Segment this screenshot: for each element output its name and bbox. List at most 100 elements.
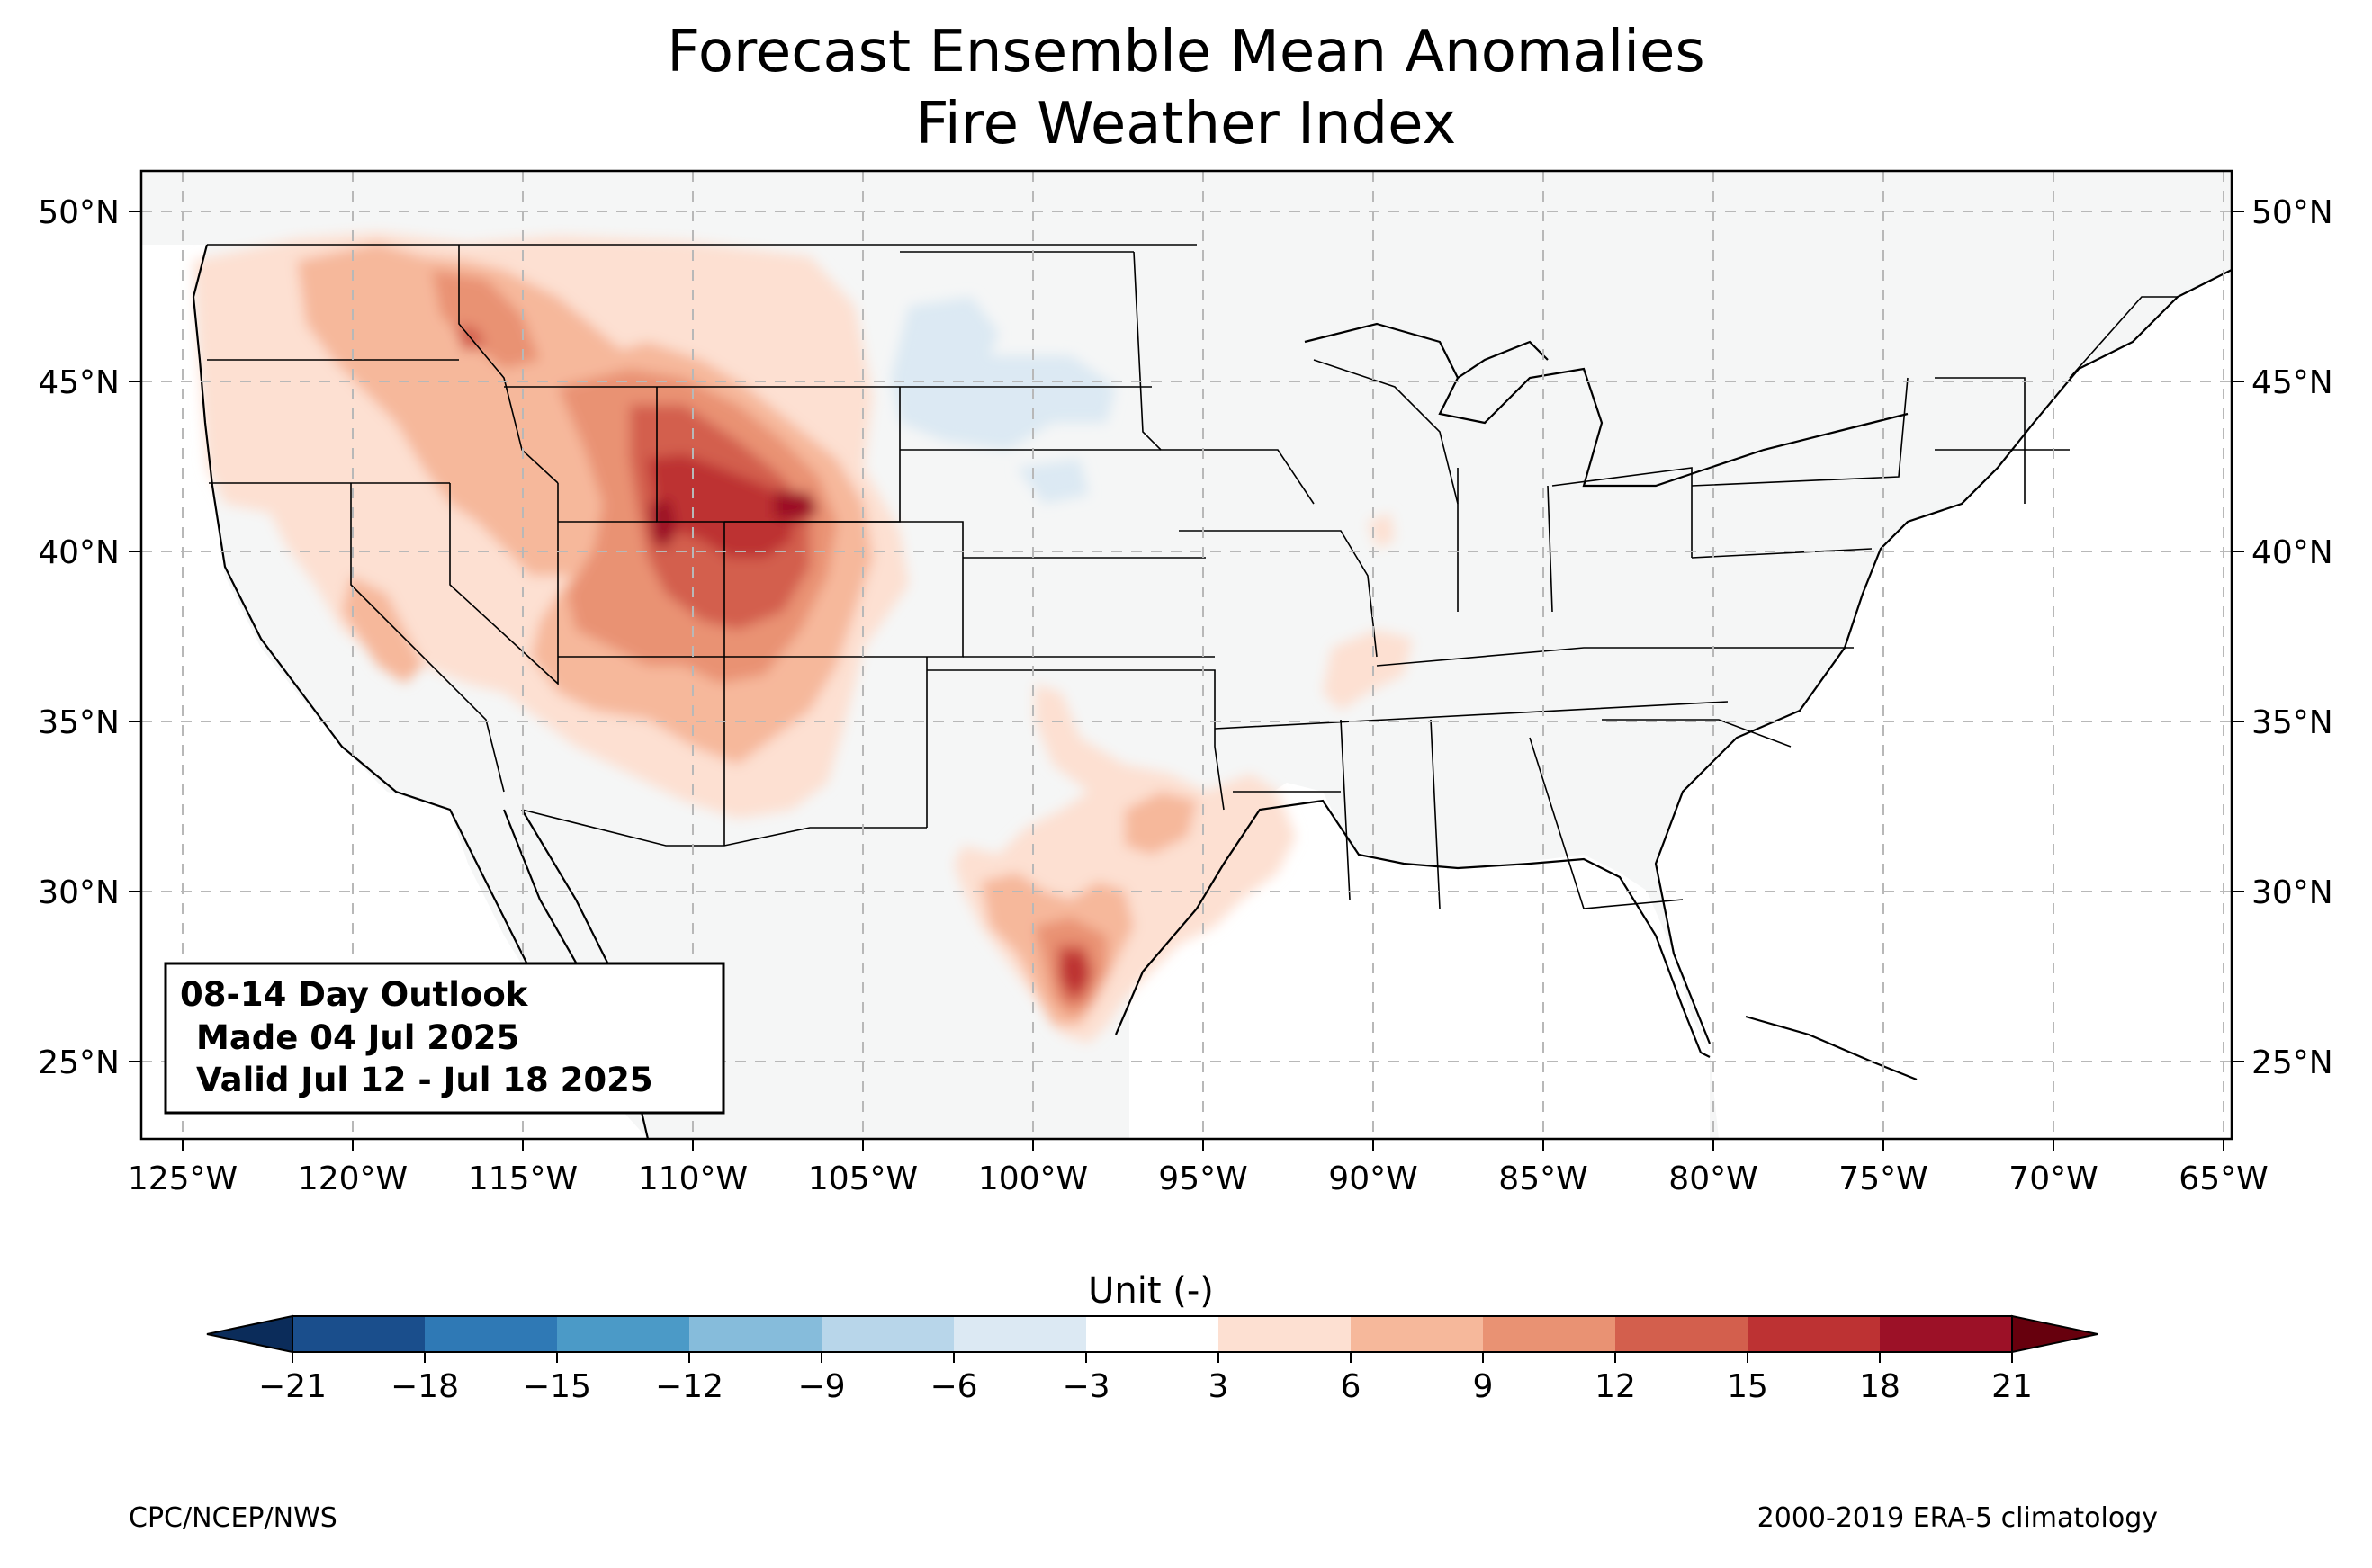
colorbar-swatch <box>557 1316 689 1352</box>
lon-tick-label: 110°W <box>638 1160 748 1197</box>
colorbar-over-arrow <box>2011 1314 2098 1354</box>
lon-tick-label: 100°W <box>978 1160 1088 1197</box>
colorbar-swatch <box>1880 1316 2012 1352</box>
anomaly-arkansas-3 <box>1323 630 1413 711</box>
lat-tick-label-left: 35°N <box>38 704 120 741</box>
anomaly-texas2-6 <box>1125 792 1197 855</box>
colorbar-tick-label: −12 <box>655 1368 723 1405</box>
outlook-line-2: Made 04 Jul 2025 <box>196 1018 519 1057</box>
latitude-labels-right: 50°N 45°N 40°N 35°N 30°N 25°N <box>2232 194 2333 1081</box>
map-frame <box>139 169 2233 1141</box>
border-nv-east <box>449 483 559 685</box>
lon-tick-label: 85°W <box>1498 1160 1587 1197</box>
colorbar-tick-label: 6 <box>1341 1368 1361 1405</box>
lat-tick-label-right: 45°N <box>2251 364 2333 401</box>
colorbar-tick-label: 15 <box>1727 1368 1768 1405</box>
colorbar-swatch <box>292 1316 425 1352</box>
lon-tick-label: 125°W <box>128 1160 238 1197</box>
atlantic-ocean <box>1656 270 2232 1139</box>
lat-tick-label-right: 50°N <box>2251 194 2333 231</box>
title-line-2: Fire Weather Index <box>915 91 1457 157</box>
border-id-east <box>458 245 559 484</box>
colorbar-swatch <box>1615 1316 1748 1352</box>
border-dakotas <box>900 251 1161 451</box>
anomaly-core-15 <box>648 454 792 558</box>
longitude-labels-bottom: 125°W 120°W 115°W 110°W 105°W 100°W 95°W 90°W 85… <box>128 1139 2269 1197</box>
anomaly-shading <box>193 232 1413 1044</box>
pacific-ocean <box>141 171 648 1139</box>
lon-tick-label: 80°W <box>1668 1160 1757 1197</box>
border-ca-nv <box>350 483 505 793</box>
lon-tick-label: 65°W <box>2179 1160 2268 1197</box>
coast-east <box>1654 269 2232 1044</box>
lat-tick-label-left: 50°N <box>38 194 120 231</box>
colorbar-under-arrow <box>206 1314 293 1354</box>
colorbar-tick-label: 12 <box>1595 1368 1636 1405</box>
colorbar-tick-label: 3 <box>1208 1368 1229 1405</box>
lat-tick-label-left: 30°N <box>38 874 120 911</box>
border-oh <box>1551 467 1693 558</box>
title-line-1: Forecast Ensemble Mean Anomalies <box>667 19 1705 85</box>
lon-tick-label: 95°W <box>1158 1160 1247 1197</box>
anomaly-colorado-18 <box>774 490 819 522</box>
colorbar-frame <box>292 1315 2013 1353</box>
great-lakes <box>1304 322 1909 488</box>
colorbar-swatch <box>1483 1316 1615 1352</box>
lon-tick-label: 90°W <box>1328 1160 1417 1197</box>
colorbar-label: Unit (-) <box>1088 1270 1214 1312</box>
colorbar-swatch <box>425 1316 557 1352</box>
outlook-box-frame <box>164 962 725 1115</box>
colorbar-tick-label: −6 <box>930 1368 977 1405</box>
lon-tick-label: 105°W <box>808 1160 918 1197</box>
outlook-line-1: 08-14 Day Outlook <box>180 975 529 1014</box>
border-ok <box>927 669 1225 811</box>
colorbar-swatch <box>1351 1316 1483 1352</box>
border-nm-south <box>521 809 927 847</box>
border-pa-ny <box>1691 377 1909 559</box>
anomaly-missouri-3 <box>1368 513 1395 549</box>
footer-source: CPC/NCEP/NWS <box>129 1502 337 1534</box>
colorbar-swatches <box>206 1314 2098 1354</box>
lat-tick-label-right: 35°N <box>2251 704 2333 741</box>
colorbar: Unit (-) −21 −18 −15 −12 −9 −6 −3 3 6 9 12 15 18 21 <box>206 1270 2098 1405</box>
colorbar-swatch <box>1218 1316 1351 1352</box>
anomaly-dakotas-neg <box>891 297 1116 450</box>
colorbar-ticks: −21 −18 −15 −12 −9 −6 −3 3 6 9 12 15 18 21 <box>258 1352 2033 1405</box>
lon-tick-label: 120°W <box>298 1160 408 1197</box>
outlook-line-3: Valid Jul 12 - Jul 18 2025 <box>196 1061 653 1099</box>
colorbar-tick-label: 21 <box>1991 1368 2033 1405</box>
border-ne-ks <box>963 557 1215 658</box>
colorbar-tick-label: −9 <box>797 1368 845 1405</box>
outlook-box: 08-14 Day Outlook Made 04 Jul 2025 Valid… <box>164 962 725 1115</box>
lat-tick-label-right: 40°N <box>2251 534 2333 571</box>
border-il-in <box>1457 468 1553 613</box>
border-sc-nc <box>1602 719 1792 748</box>
colorbar-swatch <box>1748 1316 1880 1352</box>
colorbar-swatch <box>1086 1316 1218 1352</box>
lon-tick-label: 75°W <box>1838 1160 1927 1197</box>
border-mn-east <box>1133 251 1315 505</box>
border-wi-mi <box>1313 359 1459 505</box>
lat-tick-label-left: 45°N <box>38 364 120 401</box>
colorbar-tick-label: −21 <box>258 1368 327 1405</box>
lon-tick-label: 115°W <box>468 1160 578 1197</box>
colorbar-swatch <box>689 1316 822 1352</box>
colorbar-tick-label: 18 <box>1859 1368 1900 1405</box>
map-title: Forecast Ensemble Mean Anomalies Fire We… <box>0 16 2372 160</box>
anomaly-california-6 <box>342 576 423 684</box>
map-gridlines <box>141 171 2232 1139</box>
lat-tick-label-left: 40°N <box>38 534 120 571</box>
cuba-coast <box>1745 1015 1918 1081</box>
lat-tick-label-right: 25°N <box>2251 1044 2333 1081</box>
canada-region <box>141 171 2232 423</box>
border-co <box>724 521 964 658</box>
colorbar-swatch <box>954 1316 1086 1352</box>
colorbar-tick-label: −18 <box>391 1368 459 1405</box>
anomaly-texas-15 <box>1062 954 1089 994</box>
anomaly-nebraska-neg <box>1017 459 1089 504</box>
footer-climatology: 2000-2019 ERA-5 climatology <box>1757 1502 2158 1534</box>
border-ga-fl <box>1529 737 1684 909</box>
border-me <box>2069 296 2178 379</box>
colorbar-tick-label: 9 <box>1473 1368 1494 1405</box>
